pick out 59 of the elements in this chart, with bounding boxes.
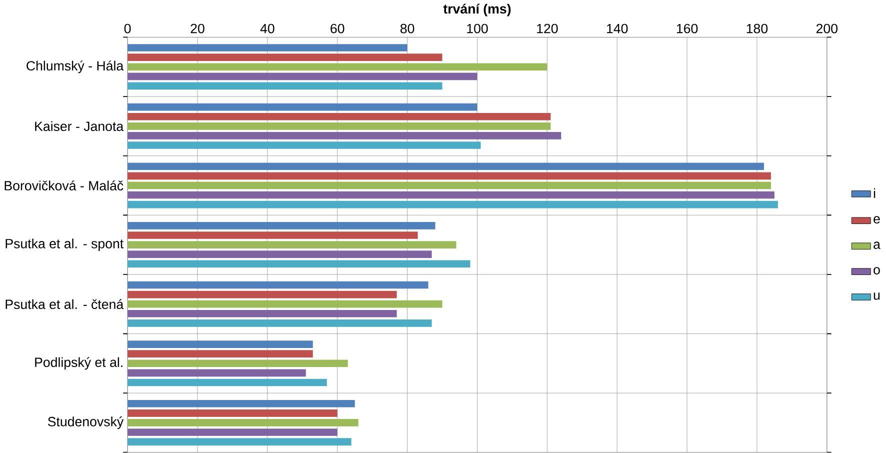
bar bbox=[128, 162, 764, 170]
y-tick-label: Borovičková - Maláč bbox=[4, 180, 124, 191]
y-tick-label: Chlumský - Hála bbox=[26, 60, 124, 74]
bar bbox=[128, 290, 397, 298]
bar bbox=[128, 191, 774, 199]
bar bbox=[128, 222, 436, 230]
bar bbox=[128, 360, 348, 368]
legend-label: o bbox=[874, 267, 880, 275]
x-tick-label: 80 bbox=[400, 24, 414, 34]
bar bbox=[128, 378, 327, 386]
x-tick-label: 180 bbox=[746, 24, 768, 34]
bar bbox=[128, 310, 397, 318]
bar bbox=[128, 320, 432, 327]
y-tick-label: Psutka et al. - čtená bbox=[6, 299, 124, 310]
legend-label: e bbox=[874, 216, 880, 224]
bar bbox=[128, 241, 456, 249]
y-tick-label: Podlipský et al. bbox=[35, 357, 122, 370]
x-tick-label: 40 bbox=[260, 24, 274, 34]
x-tick-label: 140 bbox=[606, 24, 628, 34]
bar bbox=[128, 250, 432, 258]
legend-label: i bbox=[874, 188, 876, 198]
bar bbox=[128, 44, 408, 52]
x-axis-title: trvání (ms) bbox=[443, 4, 511, 16]
bar bbox=[128, 340, 313, 348]
y-tick-label: Kaiser - Janota bbox=[35, 121, 124, 132]
x-tick-label: 160 bbox=[676, 24, 698, 34]
bar bbox=[128, 260, 470, 268]
bar bbox=[128, 438, 352, 446]
legend-label: a bbox=[874, 242, 880, 250]
bar bbox=[128, 232, 418, 239]
bar bbox=[128, 419, 358, 426]
x-tick-label: 60 bbox=[330, 24, 344, 34]
legend-label: u bbox=[874, 292, 880, 300]
bar bbox=[128, 63, 548, 71]
bar bbox=[128, 182, 771, 190]
bar bbox=[128, 104, 478, 111]
bar bbox=[128, 132, 562, 140]
x-tick-label: 20 bbox=[190, 24, 204, 34]
bar bbox=[128, 369, 306, 377]
bar bbox=[128, 300, 442, 308]
x-tick-label: 200 bbox=[816, 24, 838, 34]
bar bbox=[128, 113, 551, 120]
x-tick-label: 100 bbox=[467, 24, 488, 34]
bar bbox=[128, 142, 481, 150]
bar bbox=[128, 172, 771, 180]
bar bbox=[128, 72, 478, 80]
bar bbox=[128, 428, 338, 436]
bar bbox=[128, 54, 442, 62]
bar bbox=[128, 122, 551, 130]
y-tick-label: Psutka et al. - spont bbox=[6, 238, 124, 252]
y-tick-label: Studenovský bbox=[48, 416, 124, 430]
bar bbox=[128, 82, 442, 90]
bar bbox=[128, 410, 338, 417]
bar bbox=[128, 200, 778, 208]
x-tick-label: 120 bbox=[537, 24, 558, 34]
bar bbox=[128, 350, 313, 358]
bar bbox=[128, 281, 428, 289]
bar bbox=[128, 400, 355, 408]
x-tick-label: 0 bbox=[124, 24, 131, 34]
